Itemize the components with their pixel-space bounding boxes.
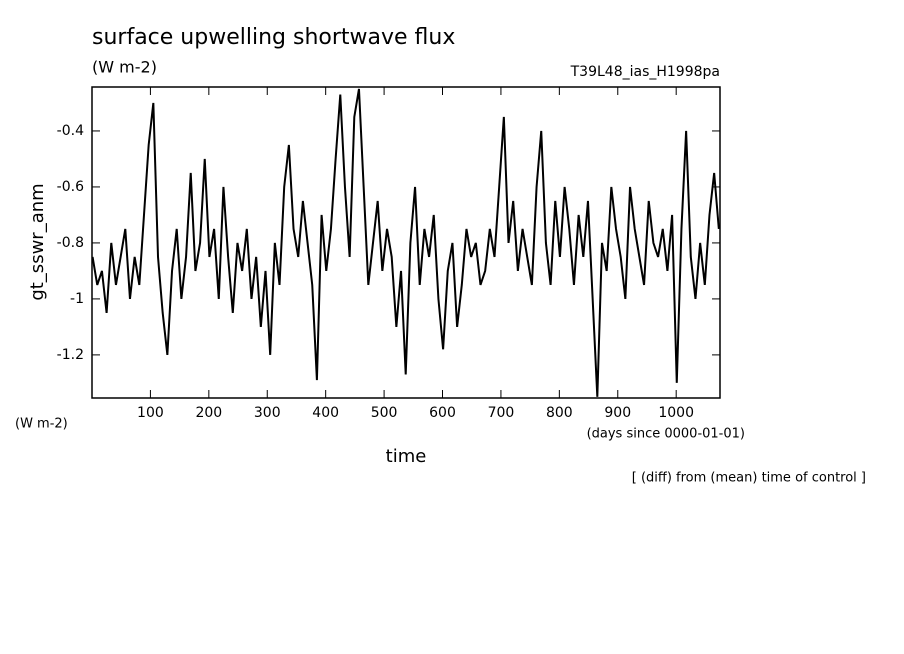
x-tick-label: 700 (488, 405, 515, 421)
x-axis-label: time (386, 446, 427, 467)
y-tick-label: -0.8 (57, 235, 84, 251)
y-tick-label: -0.6 (57, 179, 84, 195)
y-tick-label: -0.4 (57, 123, 84, 139)
run-label: T39L48_ias_H1998pa (570, 64, 720, 80)
x-tick-label: 200 (195, 405, 222, 421)
y-tick-label: -1.2 (57, 347, 84, 363)
x-tick-label: 900 (604, 405, 631, 421)
footnote: [ (diff) from (mean) time of control ] (632, 471, 866, 486)
x-tick-label: 500 (371, 405, 398, 421)
x-tick-label: 300 (254, 405, 281, 421)
y-axis-label: gt_sswr_anm (27, 183, 48, 300)
x-tick-label: 100 (137, 405, 164, 421)
y-tick-label: -1 (70, 291, 84, 307)
x-units: (days since 0000-01-01) (587, 427, 745, 442)
y-units: (W m-2) (15, 417, 68, 432)
x-tick-label: 800 (546, 405, 573, 421)
chart-title: surface upwelling shortwave flux (92, 25, 455, 50)
x-tick-label: 600 (429, 405, 456, 421)
units: (W m-2) (92, 58, 157, 77)
x-tick-label: 1000 (658, 405, 694, 421)
series-line (91, 88, 720, 397)
x-tick-label: 400 (312, 405, 339, 421)
